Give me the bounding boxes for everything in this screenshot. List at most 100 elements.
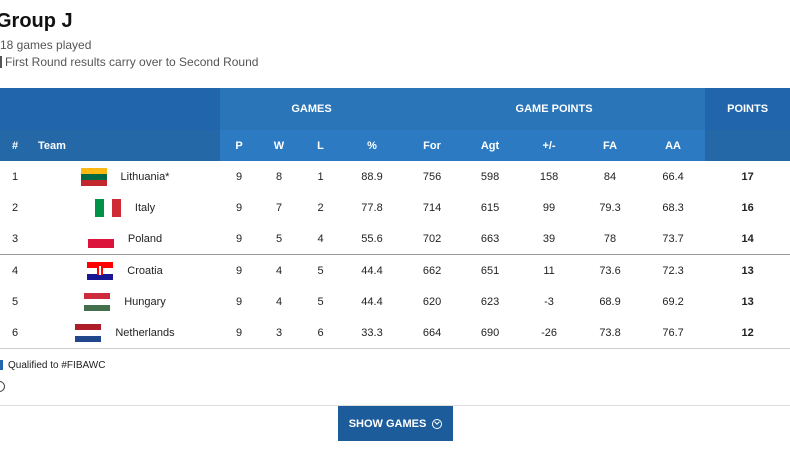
cell-agt: 598 — [480, 170, 500, 183]
cell-for: 620 — [422, 295, 442, 308]
cell-team[interactable]: Netherlands — [30, 317, 220, 349]
table-row: 6 Netherlands 9 3 6 33.3 664 690 -26 73.8 76.7 12 — [0, 317, 790, 349]
cell-fa: 73.8 — [579, 317, 642, 349]
cell-team[interactable]: Lithuania* — [30, 161, 220, 192]
col-pct: % — [341, 130, 404, 161]
table-row: 1 Lithuania* 9 8 1 88.9 756 598 158 84 66.4 17 — [0, 161, 790, 192]
cell-fa: 78 — [603, 232, 617, 245]
carry-note: First Round results carry over to Second… — [0, 55, 258, 69]
cell-rank: 1 — [11, 170, 19, 183]
legend-marker — [0, 360, 3, 370]
team-name[interactable]: Croatia — [127, 264, 163, 277]
cell-p: 9 — [235, 201, 243, 214]
cell-team[interactable]: Poland — [30, 223, 220, 255]
netherlands-flag-icon — [75, 323, 102, 342]
cell-l: 1 — [317, 170, 324, 183]
team-name[interactable]: Hungary — [124, 295, 166, 308]
cell-pct: 44.4 — [361, 295, 383, 308]
chevron-down-circle-icon — [432, 418, 443, 429]
team-name[interactable]: Netherlands — [115, 326, 175, 339]
team-name[interactable]: Lithuania* — [120, 170, 170, 183]
table-row: 4 Croatia 9 4 5 44.4 662 651 11 73.6 72.3 13 — [0, 254, 790, 286]
cell-w: 4 — [258, 254, 300, 286]
cell-points: 14 — [741, 232, 754, 245]
cell-p: 9 — [220, 317, 258, 349]
cell-w: 7 — [275, 201, 283, 214]
header-game-points: GAME POINTS — [403, 88, 706, 130]
cell-points: 17 — [741, 170, 754, 183]
cell-p: 9 — [235, 170, 243, 183]
cell-points: 16 — [741, 201, 754, 214]
cell-fa: 68.9 — [599, 295, 621, 308]
lithuania-flag-icon — [80, 167, 107, 186]
poland-flag-icon — [87, 229, 114, 248]
team-name[interactable]: Poland — [127, 232, 163, 245]
italy-flag-icon — [94, 198, 121, 217]
cell-w: 4 — [275, 295, 283, 308]
cell-rank: 3 — [11, 232, 19, 245]
cell-agt: 690 — [461, 317, 520, 349]
cell-rank: 4 — [0, 254, 30, 286]
cell-p: 9 — [220, 254, 258, 286]
cell-aa: 76.7 — [641, 317, 706, 349]
cell-aa: 68.3 — [662, 201, 684, 214]
cell-l: 5 — [300, 254, 341, 286]
legend: Qualified to #FIBAWC — [0, 360, 106, 371]
cell-agt: 615 — [480, 201, 500, 214]
header-blank — [0, 88, 220, 130]
cell-for: 662 — [403, 254, 462, 286]
show-games-label: SHOW GAMES — [348, 417, 427, 430]
cell-pct: 44.4 — [341, 254, 404, 286]
cell-pct: 33.3 — [341, 317, 404, 349]
carry-note-text: First Round results carry over to Second… — [5, 55, 259, 69]
cell-fa: 73.6 — [579, 254, 642, 286]
table-row: 5 Hungary 9 4 5 44.4 620 623 -3 68.9 69.2 13 — [0, 286, 790, 317]
col-w: W — [258, 130, 300, 161]
cell-diff: -3 — [544, 295, 554, 308]
cell-agt: 651 — [461, 254, 520, 286]
cell-team[interactable]: Croatia — [30, 254, 220, 286]
info-circle-icon[interactable] — [0, 381, 5, 392]
cell-for: 664 — [403, 317, 462, 349]
cell-pct: 88.9 — [361, 170, 383, 183]
cell-w: 8 — [275, 170, 283, 183]
cell-aa: 66.4 — [662, 170, 684, 183]
col-agt: Agt — [461, 130, 520, 161]
cell-points: 12 — [705, 317, 790, 349]
cell-agt: 663 — [480, 232, 500, 245]
cell-l: 2 — [317, 201, 324, 214]
cell-aa: 73.7 — [662, 232, 684, 245]
show-games-button[interactable]: SHOW GAMES — [338, 406, 453, 441]
col-points — [705, 130, 790, 161]
cell-diff: 39 — [542, 232, 556, 245]
note-marker — [0, 56, 2, 68]
cell-for: 756 — [422, 170, 442, 183]
cell-diff: 158 — [539, 170, 559, 183]
cell-aa: 69.2 — [662, 295, 684, 308]
header-points: POINTS — [705, 88, 790, 130]
cell-points: 13 — [705, 254, 790, 286]
legend-text: Qualified to #FIBAWC — [8, 360, 106, 371]
col-rank: # — [0, 130, 30, 161]
cell-w: 3 — [258, 317, 300, 349]
cell-diff: 99 — [542, 201, 556, 214]
cell-diff: 11 — [519, 254, 580, 286]
col-diff: +/- — [519, 130, 580, 161]
cell-p: 9 — [235, 295, 243, 308]
team-name[interactable]: Italy — [134, 201, 156, 214]
table-row: 3 Poland 9 5 4 55.6 702 663 39 78 73.7 14 — [0, 223, 790, 255]
cell-pct: 55.6 — [361, 232, 383, 245]
cell-l: 5 — [317, 295, 324, 308]
cell-team[interactable]: Hungary — [30, 286, 220, 317]
col-fa: FA — [579, 130, 642, 161]
cell-team[interactable]: Italy — [30, 192, 220, 223]
table-row: 2 Italy 9 7 2 77.8 714 615 99 79.3 68.3 16 — [0, 192, 790, 223]
cell-w: 5 — [275, 232, 283, 245]
cell-agt: 623 — [480, 295, 500, 308]
cell-points: 13 — [741, 295, 754, 308]
cell-diff: -26 — [519, 317, 580, 349]
cell-aa: 72.3 — [641, 254, 706, 286]
col-p: P — [220, 130, 258, 161]
cell-fa: 84 — [603, 170, 617, 183]
cell-rank: 2 — [11, 201, 19, 214]
